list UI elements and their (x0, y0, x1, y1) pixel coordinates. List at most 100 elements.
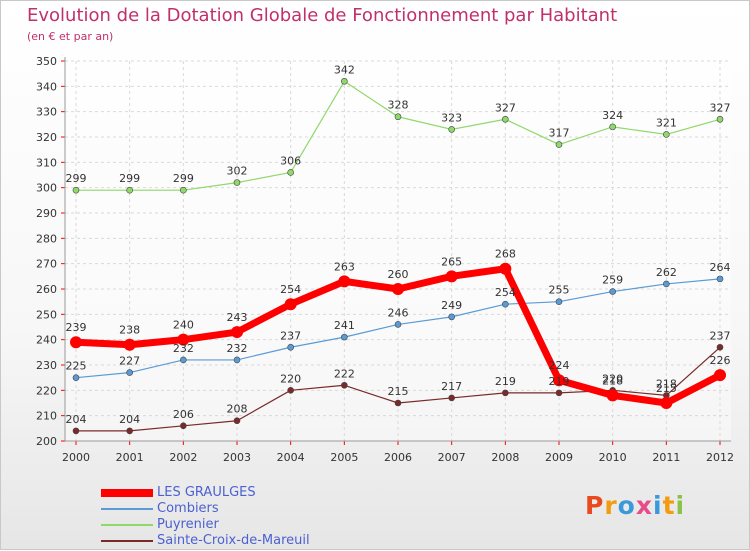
x-tick-label: 2009 (545, 451, 573, 464)
legend-label: Sainte-Croix-de-Mareuil (157, 533, 310, 548)
logo-letter: i (675, 491, 686, 520)
data-label-les-graulges: 243 (227, 311, 248, 324)
x-tick-label: 2011 (652, 451, 680, 464)
proxiti-logo: Proxiti (585, 491, 685, 520)
data-point-les-graulges (123, 338, 136, 351)
data-label-combiers: 232 (227, 342, 248, 355)
data-label-sainte-croix-de-mareuil: 217 (441, 380, 462, 393)
data-label-puyrenier: 302 (227, 165, 248, 178)
data-label-sainte-croix-de-mareuil: 222 (334, 367, 355, 380)
data-label-puyrenier: 342 (334, 63, 355, 76)
data-point-combiers (609, 288, 616, 295)
data-label-les-graulges: 238 (119, 324, 140, 337)
data-label-sainte-croix-de-mareuil: 219 (549, 375, 570, 388)
data-label-les-graulges: 218 (602, 374, 623, 387)
x-tick-label: 2003 (223, 451, 251, 464)
data-point-les-graulges (338, 275, 351, 288)
data-label-combiers: 254 (495, 286, 516, 299)
data-point-combiers (233, 356, 241, 364)
data-label-les-graulges: 260 (388, 268, 409, 281)
data-label-combiers: 246 (388, 306, 409, 319)
data-label-sainte-croix-de-mareuil: 220 (280, 372, 301, 385)
y-tick-label: 340 (36, 80, 57, 93)
data-label-combiers: 227 (119, 355, 140, 368)
logo-letter: o (617, 491, 636, 520)
x-tick-label: 2005 (330, 451, 358, 464)
data-label-puyrenier: 328 (388, 99, 409, 112)
data-label-sainte-croix-de-mareuil: 219 (495, 375, 516, 388)
data-point-combiers (394, 321, 402, 328)
x-tick-label: 2001 (116, 451, 144, 464)
data-point-puyrenier (609, 123, 616, 131)
y-tick-label: 300 (36, 182, 57, 195)
logo-letter: r (604, 491, 618, 520)
data-point-sainte-croix-de-mareuil (233, 417, 241, 425)
data-label-sainte-croix-de-mareuil: 218 (656, 377, 677, 390)
data-label-combiers: 255 (549, 284, 570, 297)
x-tick-label: 2006 (384, 451, 412, 464)
data-label-les-graulges: 263 (334, 260, 355, 273)
logo-letter: i (653, 491, 663, 520)
data-point-combiers (287, 343, 294, 351)
data-point-les-graulges (714, 369, 726, 382)
data-label-sainte-croix-de-mareuil: 204 (119, 413, 140, 426)
data-point-combiers (180, 356, 187, 364)
data-point-sainte-croix-de-mareuil (287, 387, 294, 394)
data-point-combiers (341, 333, 348, 341)
data-label-puyrenier: 299 (173, 172, 194, 185)
data-label-sainte-croix-de-mareuil: 208 (227, 403, 248, 416)
data-label-combiers: 237 (280, 329, 301, 342)
y-tick-label: 330 (36, 106, 57, 119)
data-label-les-graulges: 254 (280, 283, 301, 296)
data-label-puyrenier: 306 (280, 154, 301, 167)
data-label-puyrenier: 324 (602, 109, 623, 122)
data-point-puyrenier (502, 115, 509, 123)
data-point-combiers (663, 280, 670, 288)
data-point-puyrenier (394, 113, 402, 121)
legend-label: Puyrenier (157, 517, 219, 532)
x-tick-label: 2000 (62, 451, 90, 464)
data-point-sainte-croix-de-mareuil (502, 389, 509, 397)
data-label-puyrenier: 323 (441, 111, 462, 124)
data-label-puyrenier: 327 (710, 101, 731, 114)
data-point-les-graulges (499, 262, 512, 275)
data-point-sainte-croix-de-mareuil (180, 422, 187, 430)
data-point-combiers (126, 369, 133, 376)
y-tick-label: 350 (36, 55, 57, 68)
legend-label: LES GRAULGES (157, 485, 256, 500)
data-label-sainte-croix-de-mareuil: 204 (66, 413, 87, 426)
y-tick-label: 310 (36, 156, 57, 169)
y-tick-label: 240 (36, 334, 57, 347)
data-point-sainte-croix-de-mareuil (341, 381, 348, 389)
data-label-les-graulges: 240 (173, 319, 194, 332)
data-point-les-graulges (231, 326, 243, 339)
data-label-sainte-croix-de-mareuil: 206 (173, 408, 194, 421)
data-point-les-graulges (445, 270, 458, 283)
data-label-les-graulges: 268 (495, 248, 516, 261)
data-point-les-graulges (70, 336, 82, 349)
data-label-combiers: 241 (334, 319, 355, 332)
data-label-puyrenier: 299 (66, 172, 87, 185)
data-label-les-graulges: 224 (549, 359, 570, 372)
data-point-puyrenier (341, 77, 348, 85)
legend-label: Combiers (157, 501, 219, 516)
plot-area (65, 61, 731, 441)
y-tick-label: 220 (36, 384, 57, 397)
data-point-sainte-croix-de-mareuil (448, 394, 455, 402)
data-point-les-graulges (177, 333, 190, 346)
y-tick-label: 200 (36, 435, 57, 448)
legend-swatch (101, 508, 153, 510)
data-label-combiers: 232 (173, 342, 194, 355)
y-tick-label: 210 (36, 410, 57, 423)
data-label-les-graulges: 239 (66, 321, 87, 334)
data-point-puyrenier (663, 131, 670, 138)
data-label-les-graulges: 265 (441, 255, 462, 268)
x-tick-label: 2002 (169, 451, 197, 464)
data-label-puyrenier: 299 (119, 172, 140, 185)
x-tick-label: 2008 (491, 451, 519, 464)
data-point-sainte-croix-de-mareuil (394, 399, 402, 407)
logo-letter: t (662, 491, 676, 520)
data-point-les-graulges (660, 397, 673, 409)
x-tick-label: 2007 (438, 451, 466, 464)
